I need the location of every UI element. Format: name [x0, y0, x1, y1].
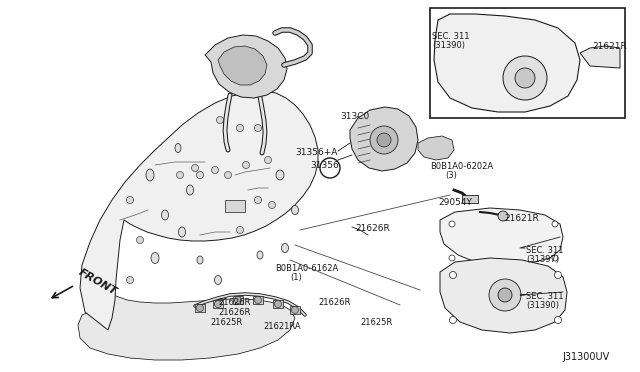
- Text: 313C0: 313C0: [340, 112, 369, 121]
- Text: 21626R: 21626R: [318, 298, 350, 307]
- Circle shape: [237, 202, 243, 208]
- Text: 21621R: 21621R: [504, 214, 539, 223]
- Text: FRONT: FRONT: [77, 267, 119, 297]
- Circle shape: [255, 125, 262, 131]
- Circle shape: [127, 196, 134, 203]
- Ellipse shape: [282, 244, 289, 253]
- Circle shape: [211, 167, 218, 173]
- Circle shape: [269, 202, 275, 208]
- Polygon shape: [580, 46, 620, 68]
- Ellipse shape: [151, 253, 159, 263]
- Circle shape: [552, 221, 558, 227]
- Text: (31397): (31397): [526, 255, 559, 264]
- Text: 21625R: 21625R: [210, 318, 243, 327]
- Circle shape: [275, 301, 282, 308]
- Bar: [430, 8, 625, 118]
- Circle shape: [243, 161, 250, 169]
- Circle shape: [554, 272, 561, 279]
- Ellipse shape: [175, 144, 181, 153]
- Text: (1): (1): [290, 273, 301, 282]
- Text: 21625R: 21625R: [360, 318, 392, 327]
- Circle shape: [196, 171, 204, 179]
- Polygon shape: [440, 208, 563, 265]
- Text: J31300UV: J31300UV: [563, 352, 610, 362]
- Circle shape: [515, 68, 535, 88]
- Circle shape: [377, 133, 391, 147]
- Circle shape: [264, 157, 271, 164]
- Bar: [290, 306, 300, 314]
- Ellipse shape: [214, 276, 221, 285]
- Text: B0B1A0-6202A: B0B1A0-6202A: [430, 162, 493, 171]
- Bar: [273, 300, 283, 308]
- Circle shape: [498, 211, 508, 221]
- Circle shape: [449, 255, 455, 261]
- Circle shape: [498, 288, 512, 302]
- Text: 21621RA: 21621RA: [263, 322, 301, 331]
- Polygon shape: [418, 136, 454, 160]
- Text: 21621R: 21621R: [592, 42, 627, 51]
- Circle shape: [237, 125, 243, 131]
- Ellipse shape: [257, 251, 263, 259]
- Polygon shape: [218, 46, 267, 85]
- Polygon shape: [440, 258, 567, 333]
- Circle shape: [449, 317, 456, 324]
- Ellipse shape: [186, 185, 193, 195]
- Text: 31356: 31356: [310, 161, 339, 170]
- Text: SEC. 311: SEC. 311: [432, 32, 470, 41]
- Ellipse shape: [161, 210, 168, 220]
- Text: 21626R: 21626R: [355, 224, 390, 233]
- Circle shape: [136, 237, 143, 244]
- Bar: [225, 200, 245, 212]
- Text: SEC. 311: SEC. 311: [526, 292, 563, 301]
- Polygon shape: [434, 14, 580, 112]
- Bar: [253, 296, 263, 304]
- Ellipse shape: [291, 205, 298, 215]
- Polygon shape: [205, 35, 287, 98]
- Text: B0B1A0-6162A: B0B1A0-6162A: [275, 264, 339, 273]
- Circle shape: [196, 305, 204, 311]
- Text: (31390): (31390): [432, 41, 465, 50]
- Text: (31390): (31390): [526, 301, 559, 310]
- Circle shape: [234, 296, 241, 304]
- Circle shape: [191, 164, 198, 171]
- Circle shape: [255, 196, 262, 203]
- Polygon shape: [350, 107, 418, 171]
- Ellipse shape: [179, 227, 186, 237]
- Circle shape: [552, 255, 558, 261]
- Circle shape: [370, 126, 398, 154]
- Circle shape: [237, 227, 243, 234]
- Text: 21626R: 21626R: [218, 298, 250, 307]
- Circle shape: [216, 116, 223, 124]
- Bar: [195, 304, 205, 312]
- Circle shape: [225, 171, 232, 179]
- Text: SEC. 311: SEC. 311: [526, 246, 563, 255]
- Ellipse shape: [146, 169, 154, 181]
- Ellipse shape: [276, 170, 284, 180]
- Circle shape: [214, 301, 221, 308]
- Circle shape: [291, 307, 298, 314]
- Polygon shape: [78, 290, 295, 360]
- Circle shape: [554, 317, 561, 324]
- Circle shape: [489, 279, 521, 311]
- Bar: [233, 296, 243, 304]
- Circle shape: [503, 56, 547, 100]
- Circle shape: [177, 171, 184, 179]
- Circle shape: [449, 272, 456, 279]
- Bar: [213, 300, 223, 308]
- Polygon shape: [80, 91, 318, 330]
- Text: 21626R: 21626R: [218, 308, 250, 317]
- Circle shape: [127, 276, 134, 283]
- Text: 29054Y: 29054Y: [438, 198, 472, 207]
- Ellipse shape: [197, 256, 203, 264]
- Circle shape: [449, 221, 455, 227]
- Text: (3): (3): [445, 171, 457, 180]
- Circle shape: [255, 296, 262, 304]
- Bar: [462, 195, 478, 203]
- Text: 31356+A: 31356+A: [295, 148, 337, 157]
